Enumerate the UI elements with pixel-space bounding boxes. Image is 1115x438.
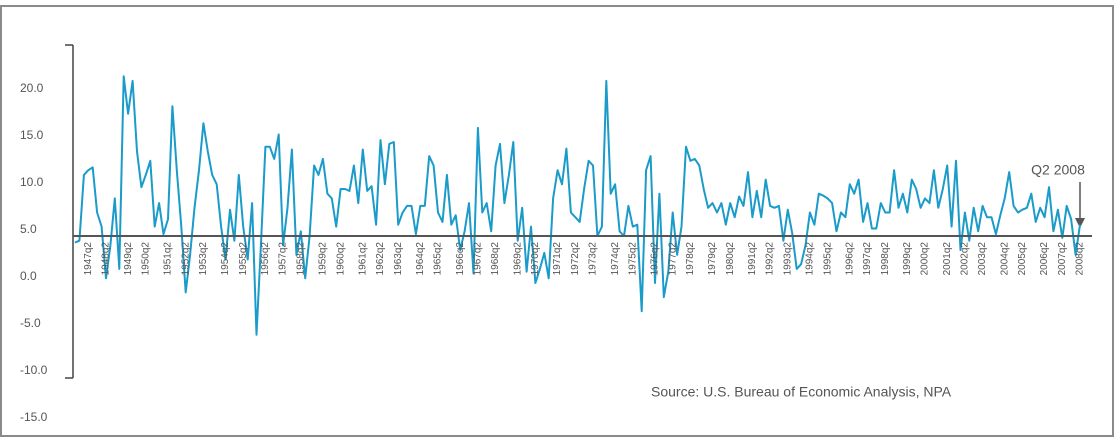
x-tick-label: 2006q2 bbox=[1039, 242, 1050, 276]
data-line bbox=[74, 75, 1081, 336]
x-tick-label: 1952q2 bbox=[180, 242, 191, 276]
y-tick-label: -15.0 bbox=[20, 410, 48, 424]
y-tick-label: 10.0 bbox=[20, 175, 44, 189]
x-tick-label: 1979q2 bbox=[707, 242, 718, 276]
x-tick-label: 1956q2 bbox=[260, 242, 271, 276]
y-tick-label: -10.0 bbox=[20, 363, 48, 377]
x-tick-label: 1969q2 bbox=[512, 242, 523, 276]
x-tick-label: 1996q2 bbox=[844, 242, 855, 276]
x-tick-label: 1951q2 bbox=[163, 242, 174, 276]
x-tick-label: 1980q2 bbox=[725, 242, 736, 276]
x-tick-label: 2005q2 bbox=[1017, 242, 1028, 276]
x-tick-label: 1994q2 bbox=[805, 242, 816, 276]
source-note: Source: U.S. Bureau of Economic Analysis… bbox=[651, 384, 952, 400]
x-tick-label: 1991q2 bbox=[747, 242, 758, 276]
x-tick-label: 1997q2 bbox=[862, 242, 873, 276]
x-tick-label: 1999q2 bbox=[902, 242, 913, 276]
x-tick-label: 1998q2 bbox=[880, 242, 891, 276]
x-tick-label: 1966q2 bbox=[455, 242, 466, 276]
x-tick-label: 1974q2 bbox=[610, 242, 621, 276]
x-tick-label: 1971q2 bbox=[552, 242, 563, 276]
annotation: Q2 2008 bbox=[1031, 162, 1085, 178]
y-tick-label: 5.0 bbox=[20, 222, 37, 236]
x-tick-label: 1963q2 bbox=[393, 242, 404, 276]
x-tick-label: 1977q2 bbox=[667, 242, 678, 276]
x-tick-label: 1968q2 bbox=[490, 242, 501, 276]
x-tick-label: 1960q2 bbox=[335, 242, 346, 276]
x-tick-label: 1976q2 bbox=[650, 242, 661, 276]
x-tick-label: 2000q2 bbox=[920, 242, 931, 276]
x-tick-label: 1995q2 bbox=[822, 242, 833, 276]
x-tick-label: 2004q2 bbox=[999, 242, 1010, 276]
x-tick-label: 2008q2 bbox=[1075, 242, 1086, 276]
y-tick-label: 15.0 bbox=[20, 128, 44, 142]
x-tick-label: 1947q2 bbox=[83, 242, 94, 276]
x-tick-label: 1949q2 bbox=[123, 242, 134, 276]
annotation-arrowhead bbox=[1075, 218, 1085, 228]
x-tick-label: 1959q2 bbox=[318, 242, 329, 276]
y-tick-label: -5.0 bbox=[20, 316, 41, 330]
x-tick-label: 1961q2 bbox=[357, 242, 368, 276]
x-tick-label: 1962q2 bbox=[375, 242, 386, 276]
x-tick-label: 1992q2 bbox=[765, 242, 776, 276]
x-tick-label: 1964q2 bbox=[415, 242, 426, 276]
x-tick-label: 1954q2 bbox=[220, 242, 231, 276]
x-tick-label: 1993q2 bbox=[782, 242, 793, 276]
frame bbox=[0, 5, 1114, 437]
x-tick-label: 1950q2 bbox=[140, 242, 151, 276]
x-tick-label: 1978q2 bbox=[685, 242, 696, 276]
x-tick-label: 1953q2 bbox=[198, 242, 209, 276]
x-tick-label: 1967q2 bbox=[473, 242, 484, 276]
x-tick-label: 1958q2 bbox=[295, 242, 306, 276]
x-tick-label: 1965q2 bbox=[433, 242, 444, 276]
y-tick-label: 0.0 bbox=[20, 269, 37, 283]
y-tick-label: 20.0 bbox=[20, 81, 44, 95]
x-tick-label: 1975q2 bbox=[627, 242, 638, 276]
x-tick-label: 1948q2 bbox=[101, 242, 112, 276]
x-tick-label: 1957q2 bbox=[278, 242, 289, 276]
x-tick-label: 1955q2 bbox=[238, 242, 249, 276]
x-tick-label: 2003q2 bbox=[977, 242, 988, 276]
x-tick-label: 2002q2 bbox=[960, 242, 971, 276]
x-tick-label: 1970q2 bbox=[530, 242, 541, 276]
x-tick-label: 2007q2 bbox=[1057, 242, 1068, 276]
x-tick-label: 1973q2 bbox=[588, 242, 599, 276]
x-tick-label: 2001q2 bbox=[942, 242, 953, 276]
x-tick-label: 1972q2 bbox=[570, 242, 581, 276]
